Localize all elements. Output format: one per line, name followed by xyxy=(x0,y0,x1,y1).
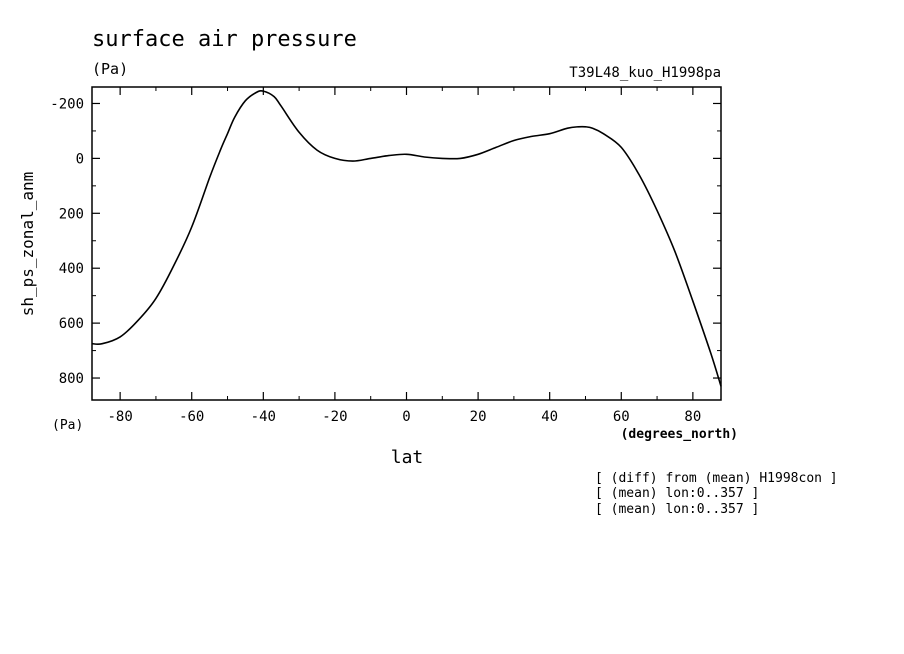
x-units-label: (degrees_north) xyxy=(621,427,738,442)
annotation-line: [ (mean) lon:0..357 ] xyxy=(595,502,759,517)
x-tick-label: 0 xyxy=(402,409,410,425)
y-tick-label: 0 xyxy=(76,151,84,167)
series-line xyxy=(91,89,722,387)
y-tick-label: 600 xyxy=(59,316,84,332)
y-tick-label: 400 xyxy=(59,261,84,277)
x-tick-label: -80 xyxy=(107,409,132,425)
y-tick-label: -200 xyxy=(50,96,84,112)
y-tick-label: 200 xyxy=(59,206,84,222)
x-tick-label: -40 xyxy=(251,409,276,425)
annotation-line: [ (mean) lon:0..357 ] xyxy=(595,486,759,501)
y-tick-label: 800 xyxy=(59,371,84,387)
annotation-line: [ (diff) from (mean) H1998con ] xyxy=(595,471,838,486)
x-tick-label: 80 xyxy=(684,409,701,425)
y-units-label: (Pa) xyxy=(52,418,83,433)
x-axis-ticks: -80 -60 -40 -20 0 20 40 60 80 xyxy=(107,87,701,425)
x-tick-label: -20 xyxy=(322,409,347,425)
x-tick-label: 40 xyxy=(541,409,558,425)
x-tick-label: 20 xyxy=(470,409,487,425)
plot-axes xyxy=(91,86,722,401)
y-axis-label: sh_ps_zonal_anm xyxy=(18,172,37,317)
x-tick-label: 60 xyxy=(613,409,630,425)
experiment-label: T39L48_kuo_H1998pa xyxy=(569,65,721,81)
x-tick-label: -60 xyxy=(179,409,204,425)
y-axis-ticks: -200 0 200 400 600 800 xyxy=(50,96,721,387)
chart-title: surface air pressure xyxy=(92,27,357,52)
title-units: (Pa) xyxy=(92,60,128,78)
x-axis-label: lat xyxy=(391,447,424,468)
plot-frame xyxy=(91,86,722,401)
